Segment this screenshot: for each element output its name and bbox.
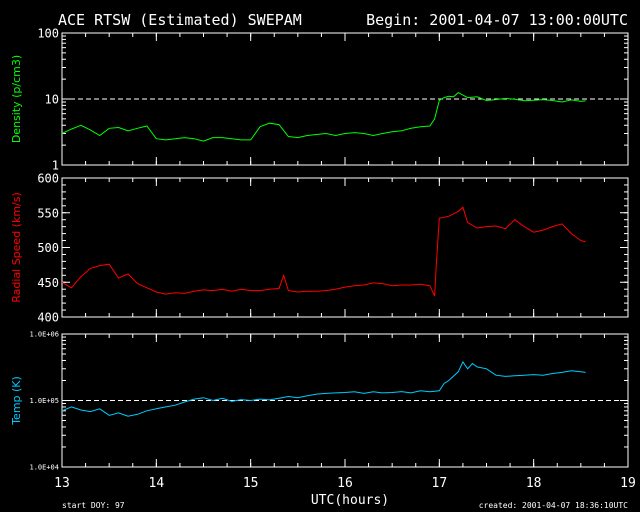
temp-series-line <box>61 360 586 417</box>
density-ytick-label: 1 <box>52 159 59 173</box>
begin-time: Begin: 2001-04-07 13:00:00UTC <box>366 11 628 29</box>
density-ytick-label: 100 <box>37 27 59 41</box>
density-panel: 1 10 100 Density (p/cm3) <box>10 27 629 173</box>
x-tick-label: 17 <box>432 476 448 491</box>
density-series-line <box>61 91 586 142</box>
temp-ytick-label: 1.0E+05 <box>29 397 59 405</box>
radial-speed-ytick-label: 550 <box>37 206 59 220</box>
x-tick-label: 16 <box>337 476 353 491</box>
temp-panel: 1.0E+04 1.0E+05 1.0E+06 Temp (K) <box>10 331 629 472</box>
x-tick-label: 18 <box>526 476 542 491</box>
radial-speed-series-line <box>61 206 586 297</box>
chart-title: ACE RTSW (Estimated) SWEPAM <box>58 11 302 29</box>
density-ylabel: Density (p/cm3) <box>10 55 23 143</box>
temp-ytick-label: 1.0E+06 <box>29 331 59 339</box>
radial-speed-ytick-label: 600 <box>37 172 59 186</box>
radial-speed-ytick-label: 500 <box>37 241 59 255</box>
x-tick-label: 15 <box>243 476 259 491</box>
radial-speed-ytick-label: 400 <box>37 311 59 325</box>
x-tick-label: 19 <box>620 476 636 491</box>
temp-ytick-label: 1.0E+04 <box>29 464 59 472</box>
radial-speed-panel: 400 450 500 550 600 Radial Speed (km/s) <box>10 172 629 325</box>
radial-speed-frame <box>61 177 629 318</box>
temp-ylabel: Temp (K) <box>10 376 23 426</box>
x-tick-label: 14 <box>149 476 165 491</box>
start-doy: start DOY: 97 <box>62 501 125 510</box>
radial-speed-ytick-label: 450 <box>37 276 59 290</box>
density-ytick-label: 10 <box>45 93 59 107</box>
created-timestamp: created: 2001-04-07 18:36:10UTC <box>479 501 628 510</box>
radial-speed-ylabel: Radial Speed (km/s) <box>10 192 23 303</box>
x-axis-label: UTC(hours) <box>311 493 389 508</box>
x-tick-label: 13 <box>54 476 70 491</box>
